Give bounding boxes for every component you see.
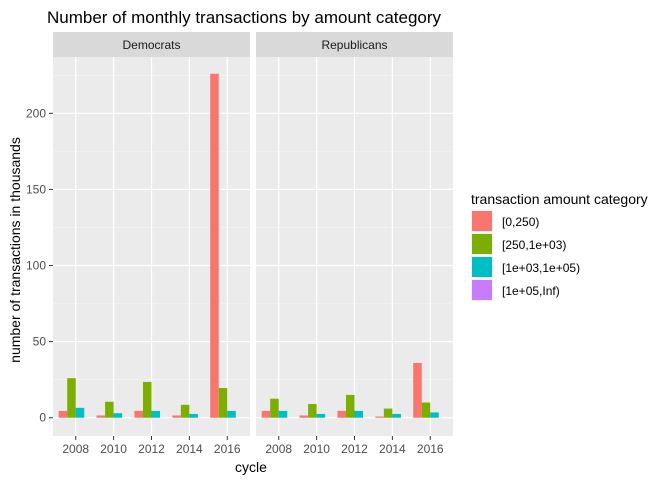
legend-items: [0,250) [250,1e+03) [1e+03,1e+05) [1e+05,In…	[471, 210, 580, 301]
bar-democrats-2008-series-1	[58, 410, 68, 418]
bar-democrats-2016-series-1	[210, 73, 219, 418]
bar-republicans-2008-series-2	[270, 398, 279, 418]
x-tick-label: 2016	[417, 442, 444, 456]
bar-democrats-2014-series-1	[172, 415, 181, 418]
x-axis-title: cycle	[235, 459, 267, 475]
bar-republicans-2010-series-3	[316, 413, 326, 418]
facet-strip-label: Republicans	[321, 38, 387, 52]
bar-republicans-2014-series-2	[383, 408, 393, 418]
x-tick-label: 2014	[176, 442, 203, 456]
bar-democrats-2016-series-3	[227, 410, 236, 418]
bar-republicans-2012-series-1	[337, 410, 346, 418]
bar-democrats-2010-series-3	[113, 413, 123, 418]
bar-republicans-2008-series-1	[261, 410, 271, 418]
bar-republicans-2014-series-3	[392, 413, 401, 418]
bar-republicans-2010-series-2	[308, 404, 317, 418]
legend: transaction amount category [0,250) [250,…	[471, 191, 648, 301]
bar-democrats-2012-series-1	[134, 410, 143, 418]
bar-republicans-2014-series-1	[375, 416, 384, 418]
legend-item-label: [0,250)	[502, 215, 539, 229]
bar-republicans-2016-series-1	[413, 362, 422, 418]
y-tick-label: 50	[33, 335, 47, 349]
x-tick-label: 2016	[214, 442, 241, 456]
x-tick-label: 2010	[303, 442, 330, 456]
x-tick-label: 2010	[100, 442, 127, 456]
y-tick-label: 100	[26, 259, 46, 273]
facet-strip	[256, 32, 453, 57]
x-tick-label: 2012	[138, 442, 165, 456]
legend-title: transaction amount category	[471, 191, 648, 207]
y-tick-label: 0	[39, 411, 46, 425]
bar-democrats-2010-series-1	[96, 415, 106, 418]
legend-key-swatch	[472, 211, 492, 231]
legend-item: [1e+05,Inf)	[471, 279, 560, 301]
legend-item: [1e+03,1e+05)	[471, 256, 580, 278]
bar-democrats-2008-series-3	[75, 407, 85, 418]
bar-democrats-2014-series-2	[180, 404, 190, 418]
legend-item-label: [1e+05,Inf)	[502, 284, 560, 298]
bar-republicans-2008-series-3	[278, 410, 288, 418]
chart-panels: Democrats Republicans	[53, 32, 453, 436]
panel-republicans: Republicans	[256, 32, 453, 436]
x-tick-label: 2008	[265, 442, 292, 456]
bar-republicans-2016-series-2	[421, 402, 431, 418]
facet-strip	[53, 32, 250, 57]
bar-republicans-2016-series-3	[430, 412, 439, 418]
panel-democrats: Democrats	[53, 32, 250, 436]
bar-republicans-2012-series-2	[345, 394, 355, 418]
legend-item-label: [1e+03,1e+05)	[502, 261, 580, 275]
bar-democrats-2012-series-3	[151, 410, 161, 418]
legend-key-swatch	[472, 234, 492, 254]
bar-democrats-2008-series-2	[67, 378, 76, 418]
facet-strip-label: Democrats	[122, 38, 180, 52]
y-tick-label: 200	[26, 106, 46, 120]
x-tick-label: 2014	[379, 442, 406, 456]
bar-democrats-2016-series-2	[218, 388, 228, 418]
x-axis: 2008 2010 2012 2014 2016 2008 2010 2012 2014 2016	[62, 436, 444, 456]
legend-key-swatch	[472, 280, 492, 300]
legend-item: [0,250)	[471, 210, 539, 232]
y-axis: 0 50 100 150 200	[26, 106, 53, 425]
chart-title: Number of monthly transactions by amount…	[47, 8, 442, 27]
legend-item: [250,1e+03)	[471, 233, 566, 255]
legend-key-swatch	[472, 257, 492, 277]
bar-democrats-2012-series-2	[142, 381, 152, 418]
bar-democrats-2014-series-3	[189, 413, 198, 418]
legend-item-label: [250,1e+03)	[502, 238, 566, 252]
bar-democrats-2010-series-2	[105, 401, 114, 418]
y-tick-label: 150	[26, 182, 46, 196]
x-tick-label: 2012	[341, 442, 368, 456]
y-axis-title: number of transactions in thousands	[7, 137, 23, 363]
bar-republicans-2012-series-3	[354, 410, 364, 418]
bar-republicans-2010-series-1	[299, 415, 309, 418]
x-tick-label: 2008	[62, 442, 89, 456]
